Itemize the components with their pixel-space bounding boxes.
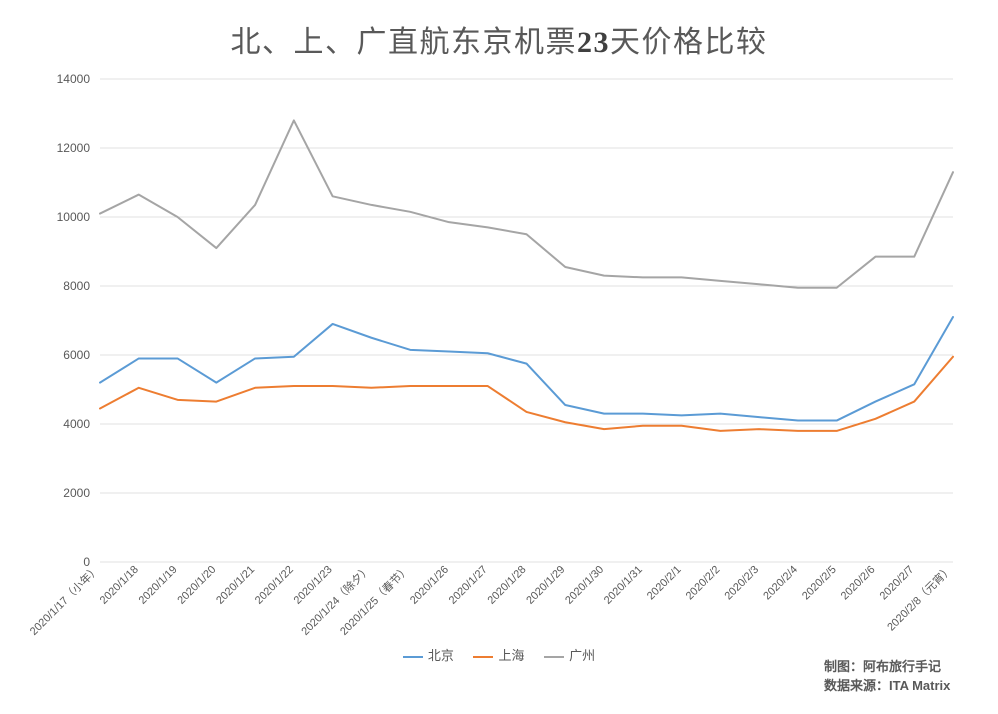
svg-text:2020/1/19: 2020/1/19 <box>137 564 180 607</box>
svg-text:14000: 14000 <box>57 72 91 86</box>
svg-text:2020/1/25（春节）: 2020/1/25（春节） <box>337 563 412 638</box>
svg-text:2020/2/5: 2020/2/5 <box>800 564 839 603</box>
svg-text:6000: 6000 <box>63 348 90 362</box>
svg-text:12000: 12000 <box>57 141 91 155</box>
svg-text:2020/2/8（元宵）: 2020/2/8（元宵） <box>884 562 955 633</box>
svg-text:2020/1/27: 2020/1/27 <box>447 564 490 607</box>
svg-text:2020/1/22: 2020/1/22 <box>253 564 296 607</box>
svg-text:2020/2/7: 2020/2/7 <box>878 564 917 603</box>
svg-text:2020/1/18: 2020/1/18 <box>98 564 141 607</box>
svg-text:2020/1/30: 2020/1/30 <box>563 564 606 607</box>
svg-text:2020/1/24（除夕）: 2020/1/24（除夕） <box>298 562 374 638</box>
svg-text:2020/2/3: 2020/2/3 <box>722 564 761 603</box>
svg-text:4000: 4000 <box>63 417 90 431</box>
svg-text:2020/1/29: 2020/1/29 <box>524 564 567 607</box>
svg-text:2020/2/4: 2020/2/4 <box>761 564 800 603</box>
svg-text:2000: 2000 <box>63 486 90 500</box>
svg-text:2020/2/6: 2020/2/6 <box>839 564 878 603</box>
svg-text:2020/1/26: 2020/1/26 <box>408 564 451 607</box>
svg-text:2020/1/21: 2020/1/21 <box>214 564 257 607</box>
svg-text:10000: 10000 <box>57 210 91 224</box>
svg-text:2020/1/20: 2020/1/20 <box>175 564 218 607</box>
svg-text:2020/2/1: 2020/2/1 <box>645 564 684 603</box>
svg-text:2020/1/17（小年）: 2020/1/17（小年） <box>27 562 103 638</box>
svg-text:8000: 8000 <box>63 279 90 293</box>
svg-text:2020/2/2: 2020/2/2 <box>684 564 723 603</box>
svg-text:2020/1/28: 2020/1/28 <box>486 564 529 607</box>
svg-text:2020/1/31: 2020/1/31 <box>602 564 645 607</box>
